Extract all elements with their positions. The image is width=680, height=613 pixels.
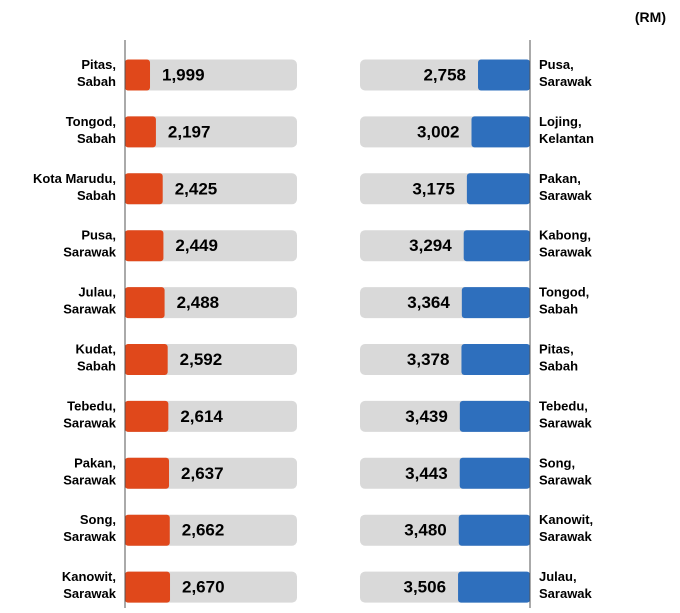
- bar-background: [125, 287, 297, 319]
- category-label: Kelantan: [539, 131, 594, 146]
- category-label: Sarawak: [539, 74, 593, 89]
- category-label: Pusa,: [539, 57, 574, 72]
- value-label: 2,197: [168, 122, 211, 141]
- value-label: 3,506: [403, 578, 446, 597]
- category-label: Sabah: [539, 302, 578, 317]
- unit-label: (RM): [635, 9, 666, 25]
- category-label: Pakan,: [74, 455, 116, 470]
- category-label: Sarawak: [539, 188, 593, 203]
- category-label: Tebedu,: [539, 398, 588, 413]
- bar: [125, 571, 171, 603]
- category-label: Sabah: [539, 359, 578, 374]
- value-label: 2,637: [181, 464, 224, 483]
- category-label: Sarawak: [539, 472, 593, 487]
- category-label: Tongod,: [539, 285, 589, 300]
- category-label: Kanowit,: [62, 569, 116, 584]
- bar: [471, 116, 530, 148]
- value-label: 3,439: [405, 407, 448, 426]
- bar: [461, 344, 530, 375]
- category-label: Pitas,: [539, 342, 574, 357]
- category-label: Kanowit,: [539, 512, 593, 527]
- category-label: Sarawak: [63, 415, 117, 430]
- bar: [478, 59, 530, 91]
- value-label: 3,480: [404, 521, 447, 540]
- value-label: 2,662: [182, 521, 225, 540]
- value-label: 2,592: [180, 350, 223, 369]
- category-label: Julau,: [539, 569, 577, 584]
- category-label: Sabah: [77, 131, 116, 146]
- value-label: 3,364: [407, 293, 450, 312]
- value-label: 2,425: [175, 179, 218, 198]
- category-label: Sarawak: [539, 529, 593, 544]
- category-label: Sarawak: [63, 302, 117, 317]
- category-label: Sabah: [77, 188, 116, 203]
- bar-background: [125, 230, 297, 262]
- bar: [458, 514, 530, 546]
- bar: [125, 173, 163, 205]
- category-label: Sarawak: [63, 472, 117, 487]
- bar: [125, 230, 164, 262]
- category-label: Sarawak: [539, 415, 593, 430]
- category-label: Pakan,: [539, 171, 581, 186]
- bar: [125, 116, 156, 148]
- category-label: Kudat,: [76, 342, 116, 357]
- bar-background: [125, 116, 297, 148]
- value-label: 2,670: [182, 578, 225, 597]
- category-label: Pitas,: [81, 57, 116, 72]
- category-label: Lojing,: [539, 114, 582, 129]
- category-label: Sabah: [77, 74, 116, 89]
- bar: [458, 571, 530, 603]
- category-label: Kota Marudu,: [33, 171, 116, 186]
- category-label: Tebedu,: [67, 398, 116, 413]
- bar: [125, 457, 170, 489]
- bar: [459, 400, 530, 432]
- bar: [466, 173, 530, 205]
- value-label: 1,999: [162, 65, 205, 84]
- bar-background: [125, 173, 297, 205]
- value-label: 3,175: [412, 179, 455, 198]
- bar: [125, 344, 168, 375]
- category-label: Pusa,: [81, 228, 116, 243]
- category-label: Song,: [539, 455, 575, 470]
- value-label: 3,443: [405, 464, 448, 483]
- category-label: Sarawak: [63, 245, 117, 260]
- category-label: Sarawak: [63, 586, 117, 601]
- category-label: Sabah: [77, 359, 116, 374]
- value-label: 2,758: [423, 65, 466, 84]
- bar: [125, 287, 165, 319]
- bar: [459, 457, 530, 489]
- bar-background: [125, 59, 297, 91]
- bar: [461, 287, 530, 319]
- value-label: 3,378: [407, 350, 450, 369]
- value-label: 2,488: [177, 293, 220, 312]
- value-label: 2,614: [180, 407, 223, 426]
- bar: [125, 514, 170, 546]
- bar: [125, 400, 169, 432]
- category-label: Sarawak: [63, 529, 117, 544]
- category-label: Tongod,: [66, 114, 116, 129]
- category-label: Julau,: [78, 285, 116, 300]
- value-label: 3,002: [417, 122, 460, 141]
- category-label: Kabong,: [539, 228, 591, 243]
- category-label: Sarawak: [539, 586, 593, 601]
- category-label: Sarawak: [539, 245, 593, 260]
- bar: [463, 230, 530, 262]
- value-label: 3,294: [409, 236, 452, 255]
- category-label: Song,: [80, 512, 116, 527]
- bar: [125, 59, 151, 91]
- bar-background: [125, 344, 297, 375]
- value-label: 2,449: [175, 236, 218, 255]
